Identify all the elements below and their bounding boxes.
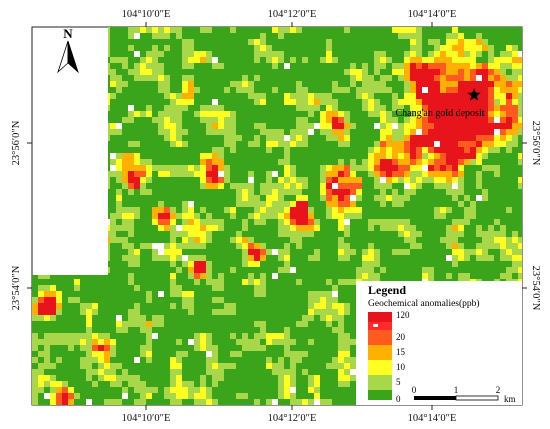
- legend-label: 5: [396, 377, 401, 387]
- scale-tick-label: 0: [412, 385, 417, 395]
- legend-swatch: [368, 322, 392, 330]
- deposit-label: Chang'an gold deposit: [395, 108, 484, 119]
- bottom-tick-label: 104°10′0″E: [122, 413, 171, 424]
- top-tick-label: 104°10′0″E: [122, 9, 171, 20]
- legend-swatch: [368, 390, 392, 400]
- north-arrow-icon: N: [57, 26, 79, 74]
- top-tick-label: 104°14′0″E: [408, 9, 457, 20]
- left-tick-label: 23°54′0″N: [11, 265, 22, 310]
- scale-tick-label: 2: [496, 385, 501, 395]
- legend-label: 10: [396, 362, 406, 372]
- legend: Legend Geochemical anomalies(ppb) 120 20…: [356, 281, 522, 405]
- legend-label: 0: [396, 394, 401, 404]
- legend-label: 20: [396, 332, 406, 342]
- star-icon: [467, 88, 481, 101]
- right-tick-label: 23°54′0″N: [530, 266, 541, 311]
- bottom-tick-label: 104°14′0″E: [408, 413, 457, 424]
- legend-title: Legend: [368, 283, 406, 297]
- legend-subtitle: Geochemical anomalies(ppb): [368, 298, 480, 309]
- top-tick-label: 104°12′0″E: [268, 9, 317, 20]
- legend-label: 15: [396, 347, 406, 357]
- north-label: N: [63, 26, 73, 41]
- scale-unit: km: [504, 394, 516, 404]
- left-tick-label: 23°56′0″N: [11, 120, 22, 165]
- legend-swatch-blank: [373, 324, 378, 327]
- scale-bar: 0 1 2 km: [412, 385, 516, 404]
- nodata-area: [33, 28, 108, 275]
- scale-tick-label: 1: [454, 385, 459, 395]
- legend-label: 120: [396, 310, 410, 320]
- legend-swatch: [368, 375, 392, 390]
- legend-swatch: [368, 360, 392, 375]
- legend-swatch: [368, 330, 392, 345]
- graticule-ticks: [27, 22, 527, 410]
- legend-swatch: [368, 345, 392, 360]
- legend-swatch: [368, 312, 392, 322]
- bottom-tick-label: 104°12′0″E: [268, 413, 317, 424]
- right-tick-label: 23°56′0″N: [530, 121, 541, 166]
